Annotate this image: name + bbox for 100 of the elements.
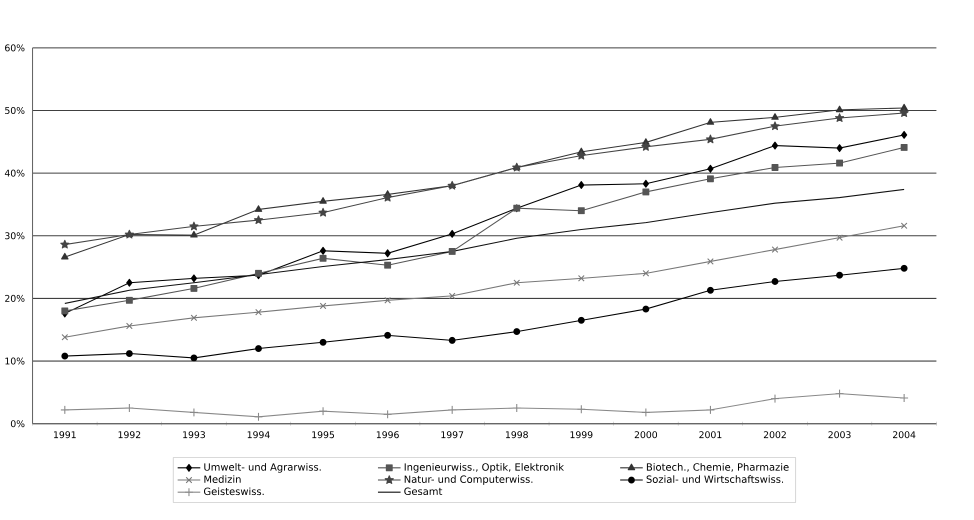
point	[383, 410, 392, 419]
point	[320, 246, 326, 255]
point	[772, 141, 778, 150]
point	[836, 159, 844, 166]
x-tick-label: 1998	[506, 431, 528, 438]
point	[642, 305, 650, 312]
point	[835, 388, 844, 398]
legend-label: Gesamt	[404, 487, 442, 495]
point	[126, 322, 133, 330]
y-tick-label: 10%	[5, 357, 24, 364]
x-tick-label: 1995	[312, 431, 334, 438]
point	[576, 150, 586, 160]
point	[900, 108, 909, 117]
x-tick-label: 1997	[441, 431, 464, 438]
point	[320, 254, 326, 262]
point	[642, 188, 650, 196]
point	[126, 350, 133, 357]
x-tick-label: 2002	[764, 431, 786, 438]
point	[771, 112, 779, 120]
point	[384, 262, 392, 268]
x-tick-label: 2003	[828, 431, 851, 438]
x-tick-label: 2004	[893, 431, 916, 438]
y-tick-label: 50%	[5, 106, 24, 114]
legend-label: Medizin	[204, 475, 241, 483]
point	[189, 221, 198, 230]
point	[576, 404, 586, 414]
point	[512, 403, 522, 412]
point	[578, 180, 584, 189]
x-tick-label: 1992	[118, 431, 140, 438]
line-series	[64, 188, 905, 304]
point	[770, 394, 780, 403]
point	[900, 393, 909, 402]
point	[190, 284, 198, 292]
point	[707, 164, 714, 173]
point	[61, 334, 68, 340]
point	[900, 222, 908, 229]
point	[254, 205, 262, 212]
point	[449, 230, 456, 238]
x-tick-label: 1994	[248, 431, 270, 438]
point	[318, 208, 328, 216]
legend-label: Umwelt- und Agrarwiss.	[204, 462, 321, 472]
point	[642, 180, 649, 188]
point	[384, 332, 392, 339]
legend-label: Biotech., Chemie, Pharmazie	[646, 462, 789, 472]
legend-label: Ingenieurwiss., Optik, Elektronik	[404, 462, 564, 472]
point	[448, 248, 456, 255]
y-tick-label: 60%	[5, 44, 24, 52]
point	[578, 316, 585, 324]
point	[836, 105, 844, 112]
y-tick-label: 20%	[5, 294, 24, 302]
point	[836, 144, 843, 152]
point	[706, 286, 714, 294]
point	[706, 175, 714, 182]
point	[448, 405, 457, 414]
y-tick-label: 0%	[10, 420, 24, 427]
point	[900, 104, 908, 110]
point	[61, 252, 69, 260]
point	[772, 246, 778, 253]
point	[126, 296, 133, 304]
point	[61, 352, 68, 360]
point	[126, 278, 132, 287]
point	[255, 308, 262, 316]
point	[319, 196, 327, 204]
point	[641, 142, 650, 151]
point	[189, 408, 198, 417]
point	[707, 258, 714, 265]
point	[642, 270, 650, 277]
point	[190, 274, 198, 282]
point	[384, 249, 391, 258]
point	[383, 192, 392, 202]
legend-label: Geisteswiss.	[204, 487, 264, 495]
point	[318, 406, 328, 416]
point	[255, 270, 262, 277]
point	[255, 344, 262, 352]
point	[770, 121, 780, 130]
x-tick-label: 1996	[376, 431, 399, 438]
point	[190, 314, 198, 321]
point	[900, 264, 908, 272]
point	[901, 130, 908, 139]
x-tick-label: 2000	[634, 431, 658, 438]
point	[384, 296, 391, 304]
point	[641, 408, 650, 417]
point	[513, 328, 520, 335]
point	[190, 230, 198, 238]
point	[448, 336, 456, 344]
point	[61, 307, 68, 314]
point	[60, 405, 70, 414]
point	[448, 292, 456, 300]
x-tick-label: 1999	[570, 431, 592, 438]
legend-label: Natur- und Computerwiss.	[404, 475, 532, 485]
point	[836, 272, 844, 278]
point	[320, 302, 326, 310]
legend-label: Sozial- und Wirtschaftswiss.	[646, 475, 784, 483]
y-tick-label: 30%	[5, 232, 24, 240]
point	[706, 118, 714, 125]
point	[836, 234, 843, 241]
point	[60, 240, 70, 248]
point	[254, 215, 264, 224]
point	[772, 164, 778, 171]
point	[578, 274, 585, 282]
